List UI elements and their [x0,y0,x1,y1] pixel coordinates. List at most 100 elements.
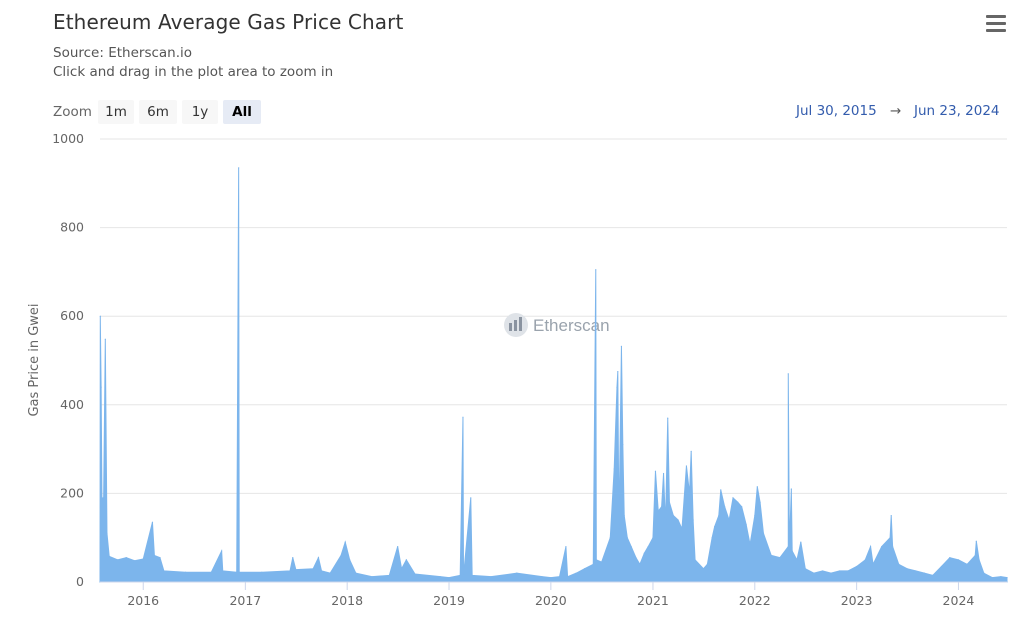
zoom-1y-button[interactable]: 1y [182,100,218,124]
data-point [101,497,103,499]
data-point [630,545,632,548]
data-point [906,568,908,570]
data-point [575,572,577,574]
chart-source: Source: Etherscan.io [53,45,193,61]
data-point [100,386,102,388]
y-tick-label: 600 [60,308,84,323]
data-point [108,555,110,557]
data-point [329,572,331,574]
zoom-1m-button[interactable]: 1m [98,100,134,124]
data-point [652,537,654,539]
data-point [706,563,708,565]
y-tick-label: 0 [76,574,84,589]
data-point [796,559,798,561]
data-point [672,514,674,517]
y-tick-label: 200 [60,485,84,500]
data-point [915,570,917,572]
data-point [957,559,960,561]
etherscan-logo-icon [504,313,528,337]
range-from-input[interactable]: Jul 30, 2015 [796,103,877,119]
y-tick-label: 400 [60,397,84,412]
x-tick-label: 2024 [943,593,975,608]
data-point [222,570,224,572]
data-point [864,559,866,561]
data-point [153,554,155,557]
data-point [133,560,136,562]
zoom-all-button[interactable]: All [223,100,261,124]
y-axis-title: Gas Price in Gwei [27,303,42,416]
data-point [312,568,314,570]
data-point [869,545,872,548]
data-point [462,574,465,576]
data-point [104,338,106,340]
data-point [668,501,671,503]
range-to-input[interactable]: Jun 23, 2024 [914,103,1000,119]
data-point [821,570,824,572]
data-point [975,540,977,542]
data-point [626,537,628,539]
data-point [790,488,792,490]
data-point [662,472,665,475]
data-point [459,574,461,576]
data-point [344,541,346,543]
data-point [1000,576,1002,578]
data-point [595,559,597,561]
x-tick-label: 2022 [739,593,771,608]
data-point [142,558,144,560]
data-point [320,570,323,572]
data-point [690,450,692,452]
hamburger-menu-icon[interactable] [986,15,1006,33]
x-tick-label: 2023 [841,593,873,608]
data-point [978,559,980,561]
y-axis-labels: 0 200 400 600 800 1000 [52,131,84,589]
data-point [737,501,739,503]
data-point [787,545,789,548]
data-point [448,576,450,579]
grid-lines [100,138,1007,494]
data-point [400,568,403,570]
data-point [847,570,849,572]
data-point [923,572,926,574]
data-point [490,576,492,578]
data-point [388,574,390,576]
data-point [405,559,407,561]
data-point [622,444,624,446]
data-point [340,554,342,557]
x-tick-label: 2016 [127,593,159,608]
menu-bar [986,29,1006,32]
data-point [756,486,758,488]
data-point [116,559,119,561]
data-point [898,563,900,565]
data-point [788,545,790,548]
data-point [800,541,802,543]
data-point [745,523,747,526]
etherscan-watermark: Etherscan [504,313,610,337]
x-tick-label: 2018 [331,593,363,608]
data-point [692,519,694,521]
x-axis-ticks: 2016 2017 2018 2019 2020 2021 2022 2023 2024 [127,582,974,608]
data-point [749,543,751,545]
gas-price-area [99,167,1008,583]
zoom-6m-button[interactable]: 6m [139,100,177,124]
menu-bar [986,22,1006,25]
data-point [694,559,696,561]
data-point [787,373,789,375]
data-point [541,576,543,578]
data-point [609,537,611,539]
data-point [397,545,399,548]
data-point [584,568,586,570]
data-point [151,521,154,523]
data-point [732,497,734,499]
data-point [516,572,518,574]
zoom-label: Zoom [53,104,92,120]
data-point [872,563,874,565]
x-tick-label: 2020 [535,593,567,608]
chart-title: Ethereum Average Gas Price Chart [53,10,404,34]
data-point [932,574,934,576]
data-point [566,576,569,578]
data-point [714,526,716,528]
data-point [889,537,891,539]
data-point [470,497,472,499]
data-point [355,572,357,574]
